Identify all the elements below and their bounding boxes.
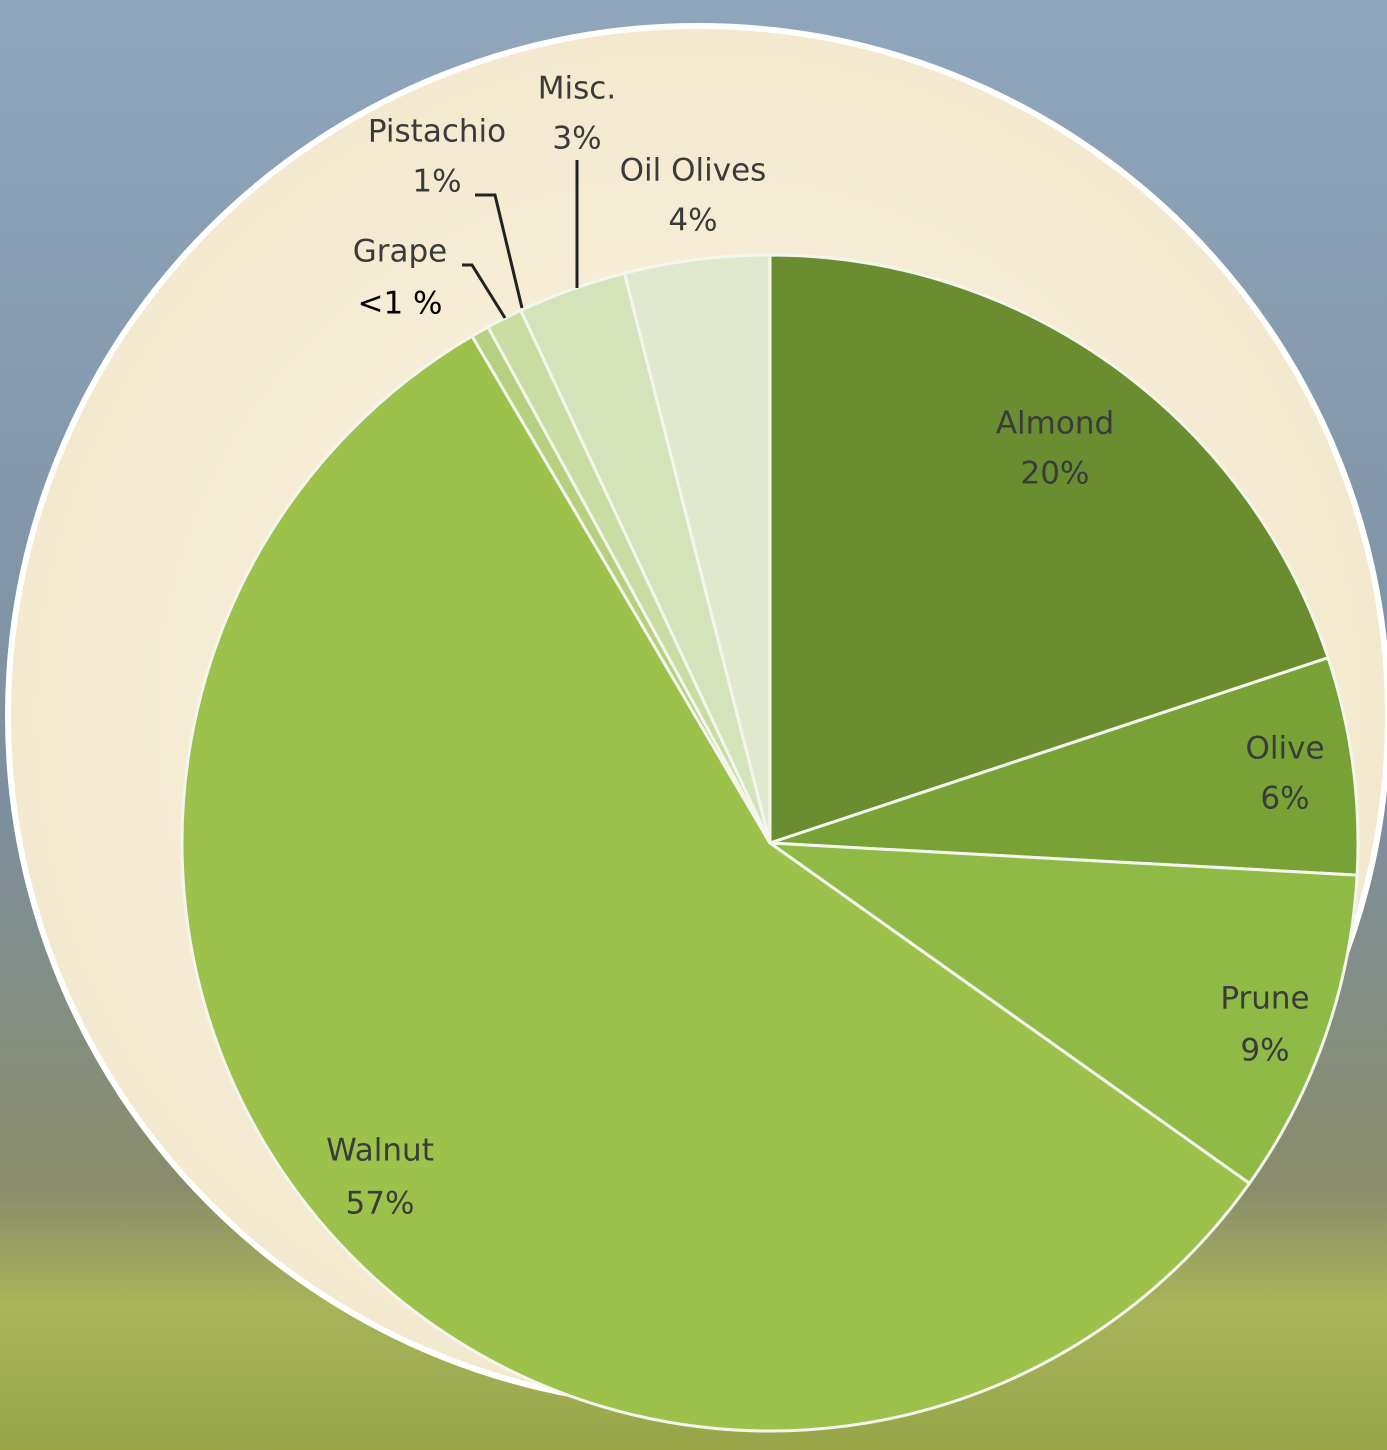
value-label: 20%: [1021, 456, 1090, 492]
value-label: 57%: [346, 1186, 415, 1222]
category-label: Walnut: [326, 1133, 434, 1169]
value-label: 4%: [668, 203, 717, 239]
value-label: 1%: [412, 164, 461, 200]
category-label: Prune: [1220, 981, 1309, 1017]
category-label: Misc.: [538, 71, 616, 107]
category-label: Oil Olives: [620, 153, 767, 189]
category-label: Almond: [996, 406, 1114, 442]
chart: Almond 20% Olive 6% Prune 9% Walnut 57% Grape <1 …: [0, 0, 1387, 1450]
value-label: 3%: [552, 121, 601, 157]
category-label: Olive: [1245, 731, 1324, 767]
category-label: Grape: [353, 234, 448, 270]
value-label: <1 %: [357, 286, 442, 322]
category-label: Pistachio: [368, 114, 506, 150]
value-label: 6%: [1260, 781, 1309, 817]
value-label: 9%: [1240, 1033, 1289, 1069]
